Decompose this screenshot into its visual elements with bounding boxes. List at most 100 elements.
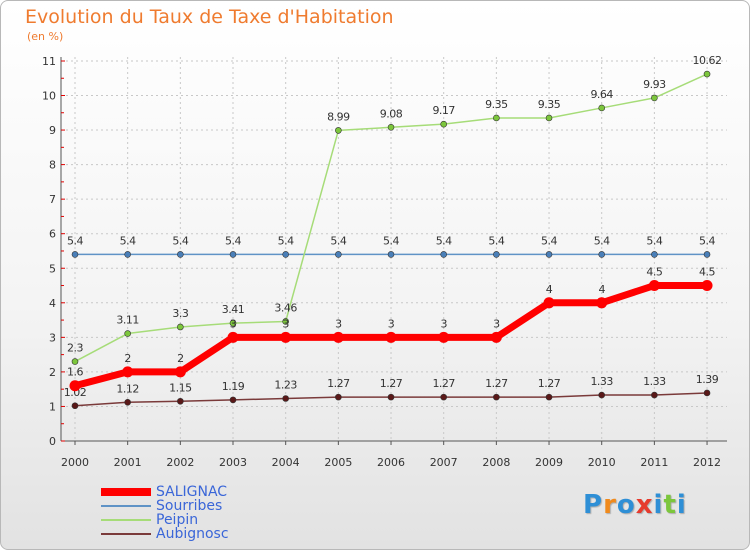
data-point-aubignosc-2009: [545, 393, 553, 401]
x-tick-label-2011: 2011: [640, 456, 668, 469]
data-label-aubignosc-2011: 1.33: [643, 375, 666, 388]
data-point-aubignosc-2005: [335, 393, 342, 401]
data-label-salignac-2008: 3: [493, 317, 500, 330]
data-point-salignac-2001: [122, 366, 134, 378]
data-label-aubignosc-2005: 1.27: [327, 377, 350, 390]
data-label-sourribes-2007: 5.4: [436, 234, 452, 247]
data-label-salignac-2001: 2: [124, 352, 131, 365]
x-tick-label-2012: 2012: [693, 456, 721, 469]
data-label-peipin-2012: 10.62: [693, 54, 722, 67]
data-label-peipin-2005: 8.99: [327, 110, 350, 123]
data-point-salignac-2002: [174, 366, 186, 378]
data-label-sourribes-2008: 5.4: [488, 234, 504, 247]
data-point-salignac-2003: [227, 331, 239, 343]
data-label-peipin-2006: 9.08: [380, 107, 403, 120]
data-point-salignac-2006: [385, 331, 397, 343]
data-point-sourribes-2010: [598, 251, 606, 258]
data-point-peipin-2010: [598, 104, 606, 112]
data-point-salignac-2000: [69, 380, 81, 392]
data-point-peipin-2005: [335, 127, 342, 134]
data-point-salignac-2012: [701, 280, 713, 292]
data-point-sourribes-2011: [651, 251, 658, 258]
legend-swatch-peipin: [101, 519, 151, 521]
x-tick-label-2005: 2005: [324, 456, 352, 469]
y-tick-label-2: 2: [49, 366, 56, 379]
data-point-sourribes-2000: [71, 251, 79, 258]
data-point-salignac-2010: [596, 297, 608, 309]
data-label-peipin-2010: 9.64: [590, 88, 613, 101]
data-point-peipin-2003: [229, 319, 237, 327]
data-point-sourribes-2005: [335, 251, 342, 258]
x-tick-label-2009: 2009: [535, 456, 563, 469]
data-label-aubignosc-2002: 1.15: [169, 381, 192, 394]
x-tick-label-2000: 2000: [61, 456, 89, 469]
logo-letter: i: [653, 490, 664, 520]
data-label-sourribes-2010: 5.4: [594, 234, 610, 247]
data-point-salignac-2011: [648, 280, 660, 292]
data-label-sourribes-2002: 5.4: [172, 234, 188, 247]
data-point-salignac-2008: [490, 331, 502, 343]
data-point-peipin-2002: [177, 323, 184, 331]
x-tick-label-2002: 2002: [166, 456, 194, 469]
y-tick-label-6: 6: [49, 228, 56, 241]
data-label-aubignosc-2007: 1.27: [432, 377, 455, 390]
data-label-sourribes-2011: 5.4: [646, 234, 662, 247]
data-label-aubignosc-2012: 1.39: [696, 373, 719, 386]
data-point-aubignosc-2006: [387, 393, 395, 401]
data-point-peipin-2012: [703, 70, 711, 78]
data-label-sourribes-2001: 5.4: [120, 234, 136, 247]
data-point-sourribes-2012: [703, 251, 711, 258]
logo-letter: i: [676, 490, 687, 520]
data-label-sourribes-2012: 5.4: [699, 234, 715, 247]
data-point-sourribes-2008: [493, 251, 500, 258]
data-point-aubignosc-2000: [71, 402, 79, 410]
data-label-peipin-2004: 3.46: [274, 301, 297, 314]
logo-letter: t: [663, 490, 677, 520]
data-point-aubignosc-2012: [703, 389, 711, 397]
data-label-peipin-2001: 3.11: [116, 314, 139, 327]
y-tick-label-10: 10: [42, 90, 56, 103]
chart-subtitle: (en %): [27, 30, 64, 43]
data-label-aubignosc-2001: 1.12: [116, 382, 139, 395]
data-label-aubignosc-2009: 1.27: [538, 377, 561, 390]
data-label-peipin-2002: 3.3: [172, 307, 188, 320]
data-label-salignac-2000: 1.6: [67, 366, 83, 379]
data-point-aubignosc-2007: [440, 393, 447, 401]
data-label-salignac-2012: 4.5: [699, 266, 715, 279]
data-point-aubignosc-2003: [229, 396, 237, 404]
proxiti-logo: Proxiti: [583, 490, 687, 520]
data-label-peipin-2009: 9.35: [538, 98, 561, 111]
data-label-sourribes-2004: 5.4: [278, 234, 294, 247]
data-point-peipin-2011: [651, 94, 658, 102]
logo-letter: x: [635, 490, 654, 520]
data-label-peipin-2008: 9.35: [485, 98, 508, 111]
data-label-aubignosc-2004: 1.23: [274, 379, 297, 392]
data-point-peipin-2009: [545, 114, 553, 122]
logo-letter: P: [583, 490, 604, 520]
data-point-sourribes-2006: [387, 251, 395, 258]
x-tick-label-2008: 2008: [482, 456, 510, 469]
chart-title: Evolution du Taux de Taxe d'Habitation: [25, 6, 394, 28]
data-point-salignac-2007: [438, 331, 450, 343]
y-tick-label-11: 11: [42, 55, 56, 68]
data-label-salignac-2011: 4.5: [646, 266, 662, 279]
data-point-sourribes-2007: [440, 251, 447, 258]
x-tick-label-2010: 2010: [588, 456, 616, 469]
data-label-salignac-2009: 4: [546, 283, 553, 296]
y-tick-label-5: 5: [49, 262, 56, 275]
x-tick-label-2006: 2006: [377, 456, 405, 469]
data-point-salignac-2004: [280, 331, 292, 343]
x-tick-label-2004: 2004: [272, 456, 300, 469]
data-point-sourribes-2002: [177, 251, 184, 258]
data-point-peipin-2004: [282, 318, 289, 325]
data-point-sourribes-2003: [229, 251, 237, 258]
data-label-sourribes-2006: 5.4: [383, 234, 399, 247]
data-label-sourribes-2005: 5.4: [330, 234, 346, 247]
data-label-aubignosc-2006: 1.27: [380, 377, 403, 390]
data-label-salignac-2003: 3: [230, 317, 237, 330]
x-tick-label-2001: 2001: [114, 456, 142, 469]
data-point-peipin-2001: [124, 330, 131, 337]
data-point-aubignosc-2008: [493, 393, 500, 401]
logo-letter: o: [616, 490, 636, 520]
